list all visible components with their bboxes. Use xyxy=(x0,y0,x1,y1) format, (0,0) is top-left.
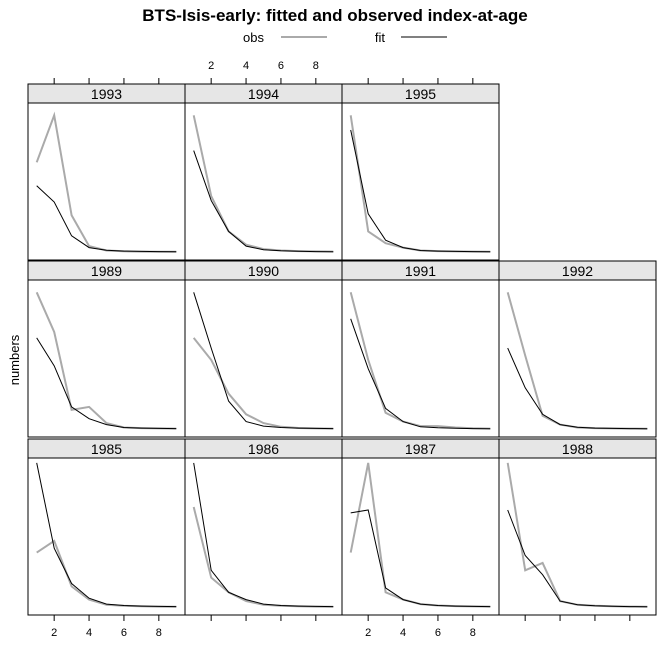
x-axis-bottom-col1: 2 4 6 8 xyxy=(51,615,162,639)
panel-frame-1989 xyxy=(27,279,186,438)
obs-line-1987 xyxy=(349,462,491,608)
x-axis-top-col3 xyxy=(367,78,474,84)
strip-label-1995: 1995 xyxy=(405,86,436,102)
x-axis-bottom-col3: 2 4 6 8 xyxy=(365,615,476,639)
x-tick-label: 2 xyxy=(208,60,214,72)
panel-1986: 1986 xyxy=(184,438,343,616)
panel-grid: 1993 1994 1995 1989 1990 1991 1992 1985 1986 1987… xyxy=(27,60,657,639)
strip-label-1991: 1991 xyxy=(405,263,436,279)
legend-label-obs: obs xyxy=(243,30,264,45)
x-tick-label: 8 xyxy=(156,627,162,639)
panel-frame-1995 xyxy=(341,102,500,261)
strip-label-1993: 1993 xyxy=(91,86,122,102)
panel-frame-1993 xyxy=(27,102,186,261)
strip-label-1990: 1990 xyxy=(248,263,279,279)
fit-line-1991 xyxy=(350,318,491,430)
panel-frame-1988 xyxy=(498,457,657,616)
obs-line-1992 xyxy=(506,292,648,430)
x-tick-label: 6 xyxy=(278,60,284,72)
x-tick-label: 6 xyxy=(435,627,441,639)
obs-line-1985 xyxy=(36,539,177,608)
obs-line-1989 xyxy=(35,291,177,430)
x-tick-label: 4 xyxy=(243,60,249,72)
panel-1995: 1995 xyxy=(341,83,500,261)
x-tick-label: 2 xyxy=(365,627,371,639)
fit-line-1985 xyxy=(36,462,177,608)
fit-line-1994 xyxy=(193,150,334,253)
fit-line-1987 xyxy=(350,509,491,608)
legend: obs fit xyxy=(243,30,447,45)
strip-label-1992: 1992 xyxy=(562,263,593,279)
chart-title: BTS-Isis-early: fitted and observed inde… xyxy=(142,6,527,25)
x-tick-label: 2 xyxy=(51,627,57,639)
x-tick-label: 6 xyxy=(121,627,127,639)
panel-1985: 1985 xyxy=(27,438,186,616)
panel-frame-1992 xyxy=(498,279,657,438)
obs-line-1994 xyxy=(192,115,334,253)
panel-frame-1990 xyxy=(184,279,343,438)
fit-line-1995 xyxy=(350,129,491,253)
panel-1989: 1989 xyxy=(27,260,186,438)
fit-line-1992 xyxy=(507,347,648,430)
strip-label-1985: 1985 xyxy=(91,441,122,457)
x-tick-label: 8 xyxy=(313,60,319,72)
panel-1992: 1992 xyxy=(498,260,657,438)
y-axis-label: numbers xyxy=(7,334,22,385)
fit-line-1986 xyxy=(193,462,334,608)
x-axis-bottom-col2 xyxy=(210,615,317,621)
fit-line-1990 xyxy=(193,292,334,430)
obs-line-1993 xyxy=(35,111,177,253)
panel-1988: 1988 xyxy=(498,438,657,616)
panel-frame-1986 xyxy=(184,457,343,616)
panel-1990: 1990 xyxy=(184,260,343,438)
legend-label-fit: fit xyxy=(375,30,386,45)
obs-line-1986 xyxy=(192,506,334,608)
x-tick-label: 4 xyxy=(86,627,92,639)
x-tick-label: 4 xyxy=(400,627,406,639)
fit-line-1988 xyxy=(507,509,648,608)
panel-1991: 1991 xyxy=(341,260,500,438)
x-axis-bottom-col4 xyxy=(524,615,631,621)
strip-label-1987: 1987 xyxy=(405,441,436,457)
panel-1987: 1987 xyxy=(341,438,500,616)
strip-label-1986: 1986 xyxy=(248,441,279,457)
x-tick-label: 8 xyxy=(470,627,476,639)
x-axis-top-col1 xyxy=(53,78,160,84)
panel-frame-1991 xyxy=(341,279,500,438)
panel-1994: 1994 xyxy=(184,83,343,261)
obs-line-1995 xyxy=(349,115,491,253)
x-axis-top-col2: 2 4 6 8 xyxy=(208,60,319,84)
fit-line-1989 xyxy=(36,337,177,430)
strip-label-1989: 1989 xyxy=(91,263,122,279)
obs-line-1988 xyxy=(506,462,648,608)
panel-1993: 1993 xyxy=(27,83,186,261)
obs-line-1991 xyxy=(349,292,491,430)
strip-label-1988: 1988 xyxy=(562,441,593,457)
fit-line-1993 xyxy=(36,185,177,253)
strip-label-1994: 1994 xyxy=(248,86,279,102)
obs-line-1990 xyxy=(192,337,334,430)
